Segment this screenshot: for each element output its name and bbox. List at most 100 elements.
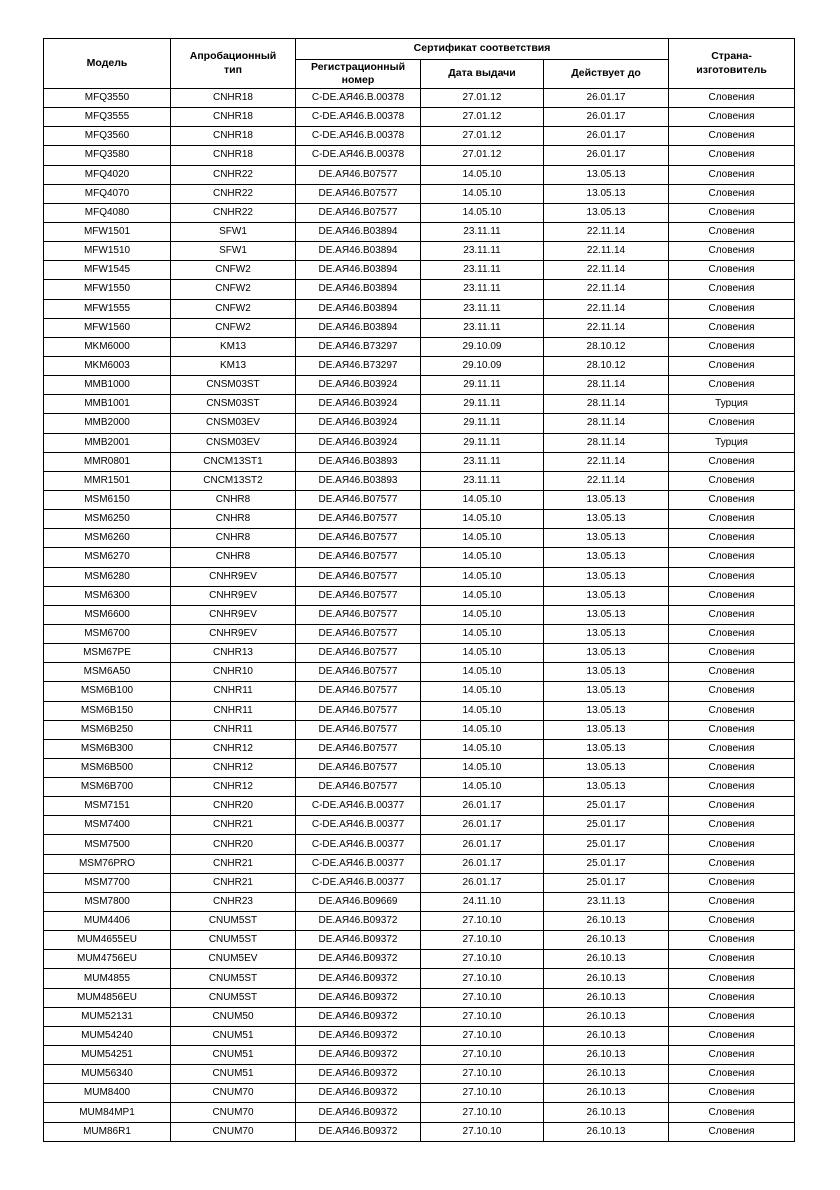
cell-country: Словения — [668, 1045, 796, 1066]
cell-reg-number: DE.АЯ46.B07577 — [295, 681, 421, 702]
table-row: MFW1560 CNFW2 DE.АЯ46.B03894 23.11.11 22.11.… — [43, 317, 796, 338]
cell-approbation-type: CNHR9EV — [170, 585, 296, 606]
cell-country: Словения — [668, 489, 796, 511]
cell-issue-date: 26.01.17 — [420, 872, 544, 893]
cell-issue-date: 26.01.17 — [420, 834, 544, 855]
cell-model: MSM67PE — [43, 643, 171, 664]
table-row: MSM6260 CNHR8 DE.АЯ46.B07577 14.05.10 13.05.… — [43, 528, 796, 549]
table-row: MFW1501 SFW1 DE.АЯ46.B03894 23.11.11 22.11.1… — [43, 221, 796, 243]
table-row: MUM4655EU CNUM5ST DE.АЯ46.B09372 27.10.10 26… — [43, 930, 796, 951]
cell-model: MSM6700 — [43, 623, 171, 645]
cell-country: Словения — [668, 834, 796, 855]
cell-valid-until: 13.05.13 — [542, 509, 670, 530]
cell-country: Словения — [668, 872, 796, 893]
cell-country: Словения — [668, 317, 796, 338]
cell-issue-date: 14.05.10 — [420, 700, 544, 721]
table-row: MSM7500 CNHR20 C-DE.АЯ46.B.00377 26.01.17 25… — [43, 834, 796, 855]
cell-country: Словения — [668, 891, 796, 913]
cell-approbation-type: CNSM03ST — [170, 394, 296, 415]
cell-model: MKM6000 — [43, 336, 171, 357]
cell-issue-date: 23.11.11 — [420, 241, 544, 262]
cell-valid-until: 26.10.13 — [542, 1083, 670, 1104]
cell-model: MMB2001 — [43, 432, 171, 453]
header-row-2: Регистрационный номер Дата выдачи Действ… — [44, 59, 795, 89]
cell-approbation-type: CNHR20 — [170, 796, 296, 817]
cell-valid-until: 25.01.17 — [542, 834, 670, 855]
col-header-model: Модель — [43, 38, 171, 89]
cell-reg-number: DE.АЯ46.B07577 — [295, 757, 421, 779]
cell-valid-until: 22.11.14 — [542, 241, 670, 262]
cell-valid-until: 22.11.14 — [542, 221, 670, 243]
cell-model: MUM4855 — [43, 968, 171, 989]
cell-valid-until: 26.10.13 — [542, 1045, 670, 1066]
cell-valid-until: 28.11.14 — [542, 432, 670, 453]
cell-country: Словения — [668, 777, 796, 798]
table-row: MSM6300 CNHR9EV DE.АЯ46.B07577 14.05.10 13.0… — [43, 585, 796, 606]
table-row: MSM6270 CNHR8 DE.АЯ46.B07577 14.05.10 13.05.… — [43, 547, 796, 568]
cell-reg-number: DE.АЯ46.B03894 — [295, 260, 421, 281]
table-row: MFQ4070 CNHR22 DE.АЯ46.B07577 14.05.10 13.05… — [43, 183, 796, 204]
cell-model: MUM54240 — [43, 1025, 171, 1047]
cell-issue-date: 29.11.11 — [420, 413, 544, 434]
cell-approbation-type: CNHR18 — [170, 87, 296, 109]
cell-valid-until: 26.10.13 — [542, 1025, 670, 1047]
cell-reg-number: DE.АЯ46.B03924 — [295, 413, 421, 434]
cell-model: MFQ3550 — [43, 87, 171, 109]
table-row: MUM54251 CNUM51 DE.АЯ46.B09372 27.10.10 26.1… — [43, 1045, 796, 1066]
cell-approbation-type: CNHR22 — [170, 202, 296, 223]
cell-approbation-type: CNHR11 — [170, 700, 296, 721]
cell-issue-date: 27.10.10 — [420, 1045, 544, 1066]
cell-issue-date: 23.11.11 — [420, 279, 544, 300]
cell-country: Словения — [668, 930, 796, 951]
cell-model: MFQ3555 — [43, 107, 171, 128]
cell-reg-number: DE.АЯ46.B03924 — [295, 375, 421, 396]
cell-reg-number: C-DE.АЯ46.B.00378 — [295, 87, 421, 109]
cell-country: Словения — [668, 1083, 796, 1104]
cell-approbation-type: CNHR21 — [170, 853, 296, 874]
cell-country: Словения — [668, 126, 796, 147]
table-row: MUM86R1 CNUM70 DE.АЯ46.B09372 27.10.10 26.10… — [43, 1121, 796, 1142]
cell-country: Турция — [668, 432, 796, 453]
cell-reg-number: DE.АЯ46.B07577 — [295, 604, 421, 625]
table-row: MSM6700 CNHR9EV DE.АЯ46.B07577 14.05.10 13.0… — [43, 623, 796, 645]
cell-model: MUM56340 — [43, 1064, 171, 1085]
cell-valid-until: 13.05.13 — [542, 528, 670, 549]
cell-issue-date: 14.05.10 — [420, 202, 544, 223]
table-row: MSM7400 CNHR21 C-DE.АЯ46.B.00377 26.01.17 25… — [43, 815, 796, 836]
cell-issue-date: 27.10.10 — [420, 1006, 544, 1027]
table-row: MSM6A50 CNHR10 DE.АЯ46.B07577 14.05.10 13.05… — [43, 662, 796, 683]
cell-reg-number: DE.АЯ46.B07577 — [295, 183, 421, 204]
table-row: MFQ4020 CNHR22 DE.АЯ46.B07577 14.05.10 13.05… — [43, 164, 796, 185]
cell-reg-number: C-DE.АЯ46.B.00377 — [295, 796, 421, 817]
cell-model: MMB1001 — [43, 394, 171, 415]
cell-valid-until: 28.11.14 — [542, 413, 670, 434]
table-row: MUM84MP1 CNUM70 DE.АЯ46.B09372 27.10.10 26.1… — [43, 1102, 796, 1123]
cell-model: MSM6A50 — [43, 662, 171, 683]
cell-reg-number: DE.АЯ46.B09372 — [295, 1006, 421, 1027]
cell-issue-date: 24.11.10 — [420, 891, 544, 913]
cell-reg-number: C-DE.АЯ46.B.00378 — [295, 145, 421, 166]
table-row: MSM6600 CNHR9EV DE.АЯ46.B07577 14.05.10 13.0… — [43, 604, 796, 625]
cell-reg-number: C-DE.АЯ46.B.00377 — [295, 872, 421, 893]
cell-approbation-type: CNHR21 — [170, 872, 296, 893]
table-row: MFW1550 CNFW2 DE.АЯ46.B03894 23.11.11 22.11.… — [43, 279, 796, 300]
cell-model: MMB2000 — [43, 413, 171, 434]
cell-reg-number: DE.АЯ46.B03894 — [295, 298, 421, 319]
cell-model: MSM7800 — [43, 891, 171, 913]
cell-reg-number: DE.АЯ46.B73297 — [295, 355, 421, 377]
cell-country: Словения — [668, 796, 796, 817]
cell-approbation-type: CNUM51 — [170, 1025, 296, 1047]
cell-country: Словения — [668, 604, 796, 625]
cell-issue-date: 14.05.10 — [420, 719, 544, 740]
cell-country: Словения — [668, 662, 796, 683]
cell-issue-date: 14.05.10 — [420, 566, 544, 587]
cell-country: Словения — [668, 968, 796, 989]
table-row: MUM54240 CNUM51 DE.АЯ46.B09372 27.10.10 26.1… — [43, 1025, 796, 1047]
cell-approbation-type: CNSM03ST — [170, 375, 296, 396]
cell-country: Словения — [668, 336, 796, 357]
cell-issue-date: 27.10.10 — [420, 1121, 544, 1142]
cell-issue-date: 14.05.10 — [420, 777, 544, 798]
cell-issue-date: 14.05.10 — [420, 489, 544, 511]
table-row: MMB2001 CNSM03EV DE.АЯ46.B03924 29.11.11 28.… — [43, 432, 796, 453]
cell-issue-date: 14.05.10 — [420, 183, 544, 204]
